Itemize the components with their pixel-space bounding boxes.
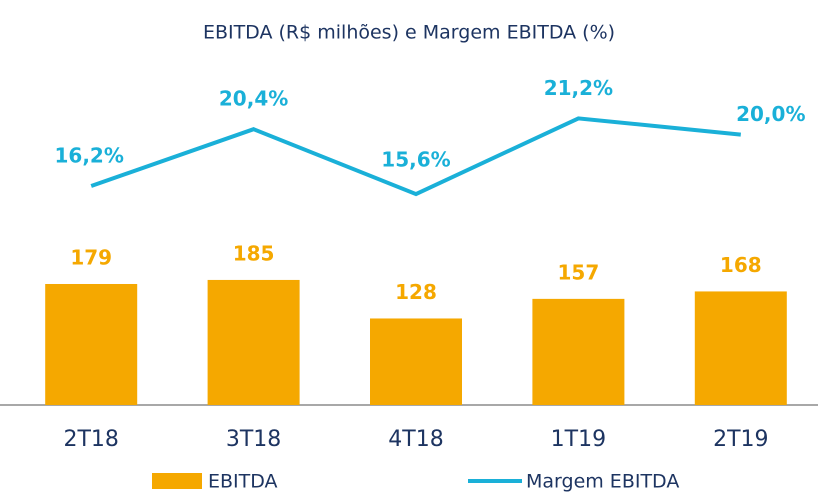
bar (370, 318, 462, 405)
line-value-label: 21,2% (544, 76, 613, 100)
line-value-label: 16,2% (55, 143, 124, 167)
bar-value-label: 168 (720, 253, 762, 277)
bar (694, 291, 787, 405)
x-tick-label: 1T19 (551, 427, 606, 452)
line-value-label: 20,4% (219, 87, 288, 111)
bar (207, 279, 300, 405)
x-tick-label: 2T18 (63, 427, 118, 452)
line-value-label: 20,0% (736, 102, 805, 126)
bar (532, 298, 625, 405)
bar-value-label: 128 (395, 280, 437, 304)
chart-title: EBITDA (R$ milhões) e Margem EBITDA (%) (203, 22, 615, 44)
x-tick-label: 4T18 (388, 427, 443, 452)
bar-value-label: 185 (233, 241, 275, 265)
legend-label: Margem EBITDA (526, 471, 679, 493)
legend-swatch (152, 473, 202, 489)
line (90, 116, 741, 197)
x-tick-label: 3T18 (226, 427, 281, 452)
legend-label: EBITDA (208, 471, 278, 493)
line-value-label: 15,6% (381, 148, 450, 172)
bar (45, 283, 138, 405)
bar-value-label: 157 (558, 260, 600, 284)
x-tick-label: 2T19 (713, 427, 768, 452)
bar-value-label: 179 (70, 245, 112, 269)
